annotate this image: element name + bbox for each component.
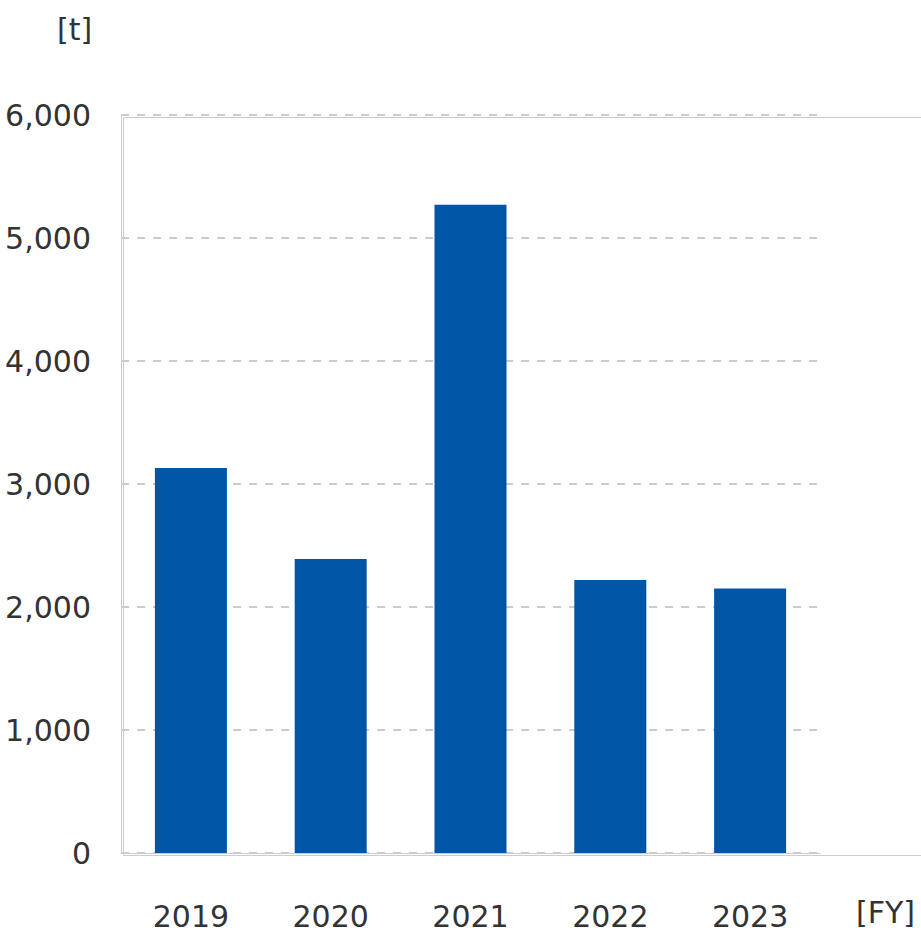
- svg-text:2019: 2019: [153, 899, 229, 934]
- svg-text:5,000: 5,000: [5, 221, 91, 256]
- svg-text:[t]: [t]: [57, 12, 92, 47]
- svg-text:2023: 2023: [712, 899, 788, 934]
- svg-text:[FY]: [FY]: [856, 895, 915, 930]
- svg-text:4,000: 4,000: [5, 344, 91, 379]
- svg-text:0: 0: [72, 836, 91, 871]
- svg-text:2020: 2020: [293, 899, 369, 934]
- svg-text:2022: 2022: [572, 899, 648, 934]
- svg-text:2021: 2021: [432, 899, 508, 934]
- svg-text:1,000: 1,000: [5, 713, 91, 748]
- svg-text:2,000: 2,000: [5, 590, 91, 625]
- svg-text:3,000: 3,000: [5, 467, 91, 502]
- svg-text:6,000: 6,000: [5, 98, 91, 133]
